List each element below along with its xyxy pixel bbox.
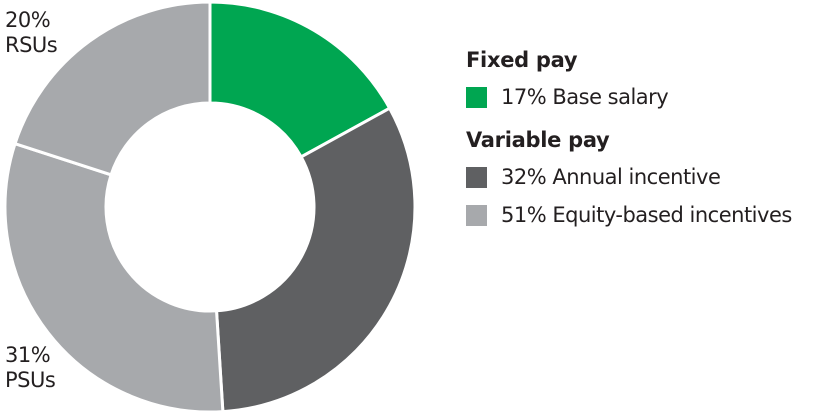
psus-label: 31% PSUs bbox=[5, 343, 56, 393]
legend-item-base-salary: 17% Base salary bbox=[466, 78, 792, 116]
legend-group-fixed-title: Fixed pay bbox=[466, 48, 578, 72]
donut-chart bbox=[3, 0, 417, 414]
legend: Fixed pay 17% Base salary Variable pay 3… bbox=[466, 48, 792, 234]
legend-label: 51% Equity-based incentives bbox=[501, 203, 792, 227]
legend-label: 32% Annual incentive bbox=[501, 165, 721, 189]
donut-slice-0 bbox=[208, 0, 392, 159]
legend-item-equity: 51% Equity-based incentives bbox=[466, 196, 792, 234]
rsus-text: RSUs bbox=[5, 33, 58, 57]
legend-group-variable-title: Variable pay bbox=[466, 128, 610, 152]
donut-slice-1 bbox=[214, 106, 417, 414]
rsus-label: 20% RSUs bbox=[5, 8, 58, 58]
donut-slice-3 bbox=[13, 0, 212, 177]
legend-label: 17% Base salary bbox=[501, 85, 669, 109]
psus-text: PSUs bbox=[5, 368, 56, 392]
rsus-pct: 20% bbox=[5, 8, 51, 32]
psus-pct: 31% bbox=[5, 343, 51, 367]
legend-item-annual-incentive: 32% Annual incentive bbox=[466, 158, 792, 196]
donut-slice-2 bbox=[3, 141, 225, 414]
legend-swatch-green bbox=[466, 86, 487, 108]
legend-swatch-light-gray bbox=[466, 204, 487, 226]
legend-swatch-dark-gray bbox=[466, 166, 487, 188]
